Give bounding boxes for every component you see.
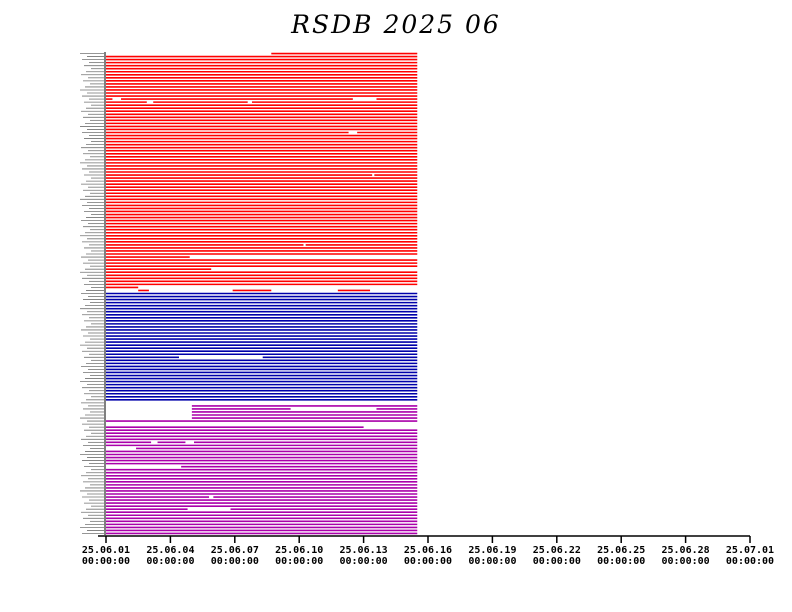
x-tick-label-date: 25.06.25 [597, 545, 645, 556]
availability-rows [106, 52, 418, 535]
x-tick-label-date: 25.06.16 [404, 545, 452, 556]
x-axis: 25.06.0100:00:0025.06.0400:00:0025.06.07… [82, 52, 774, 567]
x-tick-label-date: 25.06.10 [275, 545, 323, 556]
row-labels [80, 53, 104, 534]
x-tick-label-time: 00:00:00 [340, 556, 388, 567]
x-tick-label-date: 25.07.01 [726, 545, 774, 556]
x-tick-label-time: 00:00:00 [275, 556, 323, 567]
x-tick-label-time: 00:00:00 [404, 556, 452, 567]
x-tick-label-date: 25.06.07 [211, 545, 259, 556]
x-tick-label-date: 25.06.01 [82, 545, 130, 556]
x-tick-label-time: 00:00:00 [82, 556, 130, 567]
x-tick-label-time: 00:00:00 [726, 556, 774, 567]
x-tick-label-time: 00:00:00 [533, 556, 581, 567]
x-tick-label-date: 25.06.13 [340, 545, 388, 556]
x-tick-label-time: 00:00:00 [146, 556, 194, 567]
x-tick-label-time: 00:00:00 [468, 556, 516, 567]
chart-title: RSDB 2025 06 [291, 10, 501, 39]
x-tick-label-time: 00:00:00 [662, 556, 710, 567]
x-tick-label-date: 25.06.22 [533, 545, 581, 556]
x-tick-label-time: 00:00:00 [211, 556, 259, 567]
x-tick-label-date: 25.06.04 [146, 545, 194, 556]
x-tick-label-date: 25.06.28 [662, 545, 710, 556]
x-tick-label-date: 25.06.19 [468, 545, 516, 556]
x-tick-label-time: 00:00:00 [597, 556, 645, 567]
